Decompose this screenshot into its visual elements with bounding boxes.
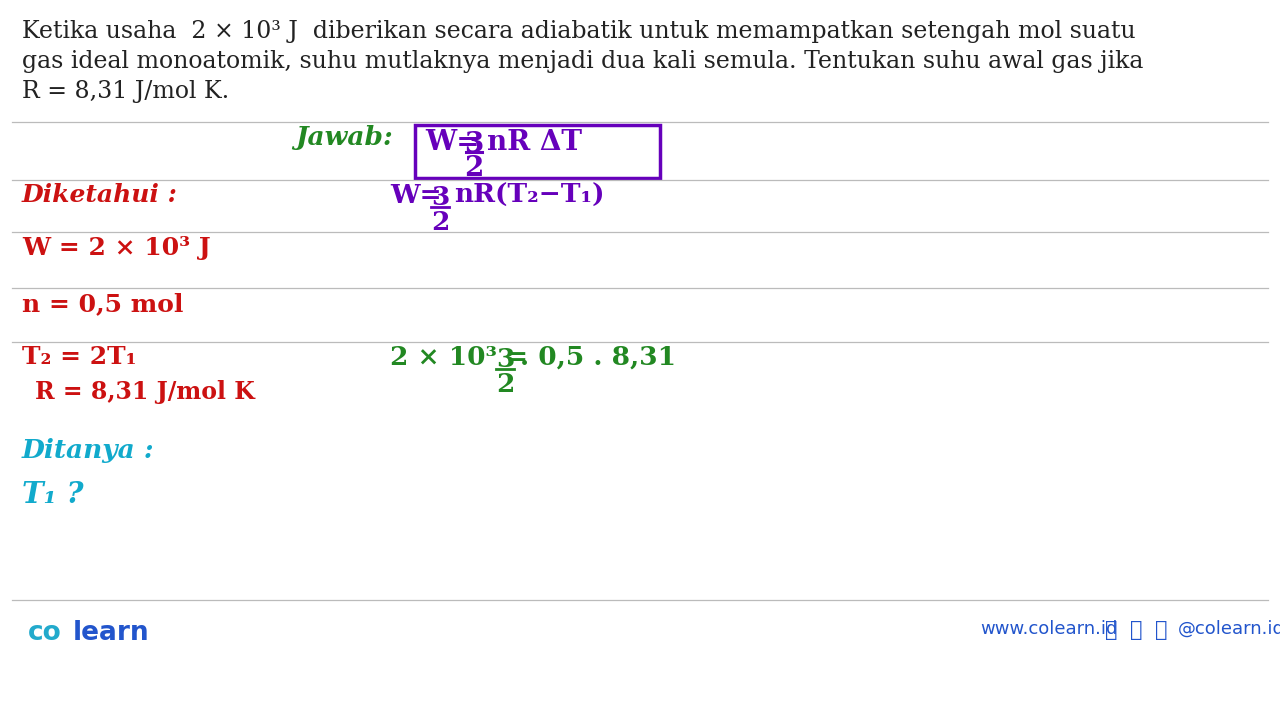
Bar: [415, 125, 660, 178]
Text: 2: 2: [431, 210, 449, 235]
Text: n = 0,5 mol: n = 0,5 mol: [22, 292, 183, 316]
Text: 3: 3: [465, 131, 484, 158]
Text: 2: 2: [465, 155, 484, 182]
Text: W=: W=: [425, 129, 480, 156]
Text: W = 2 × 10³ J: W = 2 × 10³ J: [22, 236, 211, 260]
Text: W=: W=: [390, 183, 442, 208]
Text: R = 8,31 J/mol K.: R = 8,31 J/mol K.: [22, 80, 229, 103]
Text: Ditanya :: Ditanya :: [22, 438, 155, 463]
Text: nR(T₂−T₁): nR(T₂−T₁): [454, 183, 604, 208]
Text: Ketika usaha  2 × 10³ J  diberikan secara adiabatik untuk memampatkan setengah m: Ketika usaha 2 × 10³ J diberikan secara …: [22, 20, 1135, 43]
Text: co: co: [28, 620, 61, 646]
Text: www.colearn.id: www.colearn.id: [980, 620, 1117, 638]
Text: 2: 2: [495, 372, 515, 397]
Text: : : [1105, 620, 1117, 640]
Text: R = 8,31 J/mol K: R = 8,31 J/mol K: [35, 380, 255, 404]
Text: . 0,5 . 8,31: . 0,5 . 8,31: [520, 345, 676, 370]
Text: : : [1130, 620, 1143, 640]
Text: nR ΔT: nR ΔT: [486, 129, 582, 156]
Text: gas ideal monoatomik, suhu mutlaknya menjadi dua kali semula. Tentukan suhu awal: gas ideal monoatomik, suhu mutlaknya men…: [22, 50, 1143, 73]
Text: Jawab:: Jawab:: [294, 125, 393, 150]
Text: @colearn.id: @colearn.id: [1178, 620, 1280, 638]
Text: 3: 3: [431, 185, 449, 210]
Text: T₂ = 2T₁: T₂ = 2T₁: [22, 345, 137, 369]
Text: : : [1155, 620, 1167, 640]
Text: learn: learn: [73, 620, 150, 646]
Text: Diketahui :: Diketahui :: [22, 183, 178, 207]
Text: 3: 3: [495, 347, 515, 372]
Text: 2 × 10³ =: 2 × 10³ =: [390, 345, 529, 370]
Text: T₁ ?: T₁ ?: [22, 480, 83, 509]
